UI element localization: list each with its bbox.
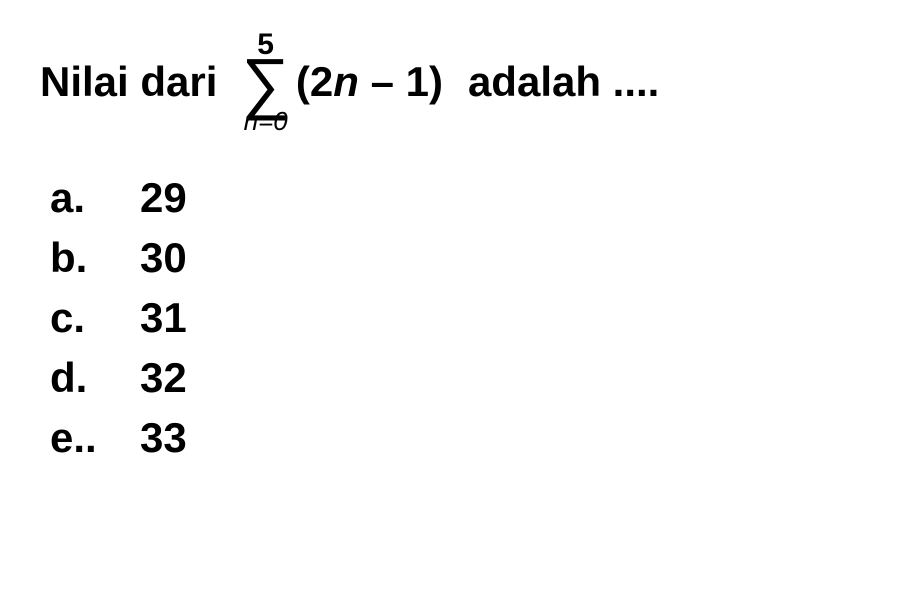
sigma-term: (2n – 1)	[296, 58, 443, 106]
option-value: 30	[140, 234, 187, 282]
sigma-expression: 5 ∑ n=0 (2n – 1)	[237, 30, 443, 134]
options-list: a. 29 b. 30 c. 31 d. 32 e.. 33	[50, 174, 884, 462]
option-letter: c.	[50, 294, 140, 342]
question-line: Nilai dari 5 ∑ n=0 (2n – 1) adalah ....	[40, 30, 884, 134]
option-d: d. 32	[50, 354, 884, 402]
option-b: b. 30	[50, 234, 884, 282]
sigma-block: 5 ∑ n=0	[241, 30, 289, 134]
option-value: 29	[140, 174, 187, 222]
option-c: c. 31	[50, 294, 884, 342]
option-value: 32	[140, 354, 187, 402]
question-text-before: Nilai dari	[40, 58, 217, 106]
option-letter: d.	[50, 354, 140, 402]
option-value: 33	[140, 414, 187, 462]
sigma-symbol: ∑	[241, 56, 289, 110]
sigma-lower-bound: n=0	[244, 108, 288, 134]
option-e: e.. 33	[50, 414, 884, 462]
question-text-after: adalah ....	[468, 58, 659, 106]
option-letter: a.	[50, 174, 140, 222]
option-letter: b.	[50, 234, 140, 282]
option-value: 31	[140, 294, 187, 342]
option-a: a. 29	[50, 174, 884, 222]
option-letter: e..	[50, 414, 140, 462]
